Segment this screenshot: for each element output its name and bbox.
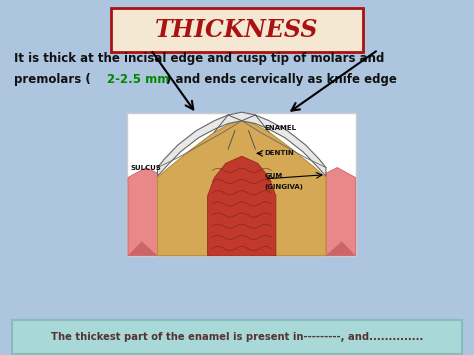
Text: THICKNESS: THICKNESS: [155, 18, 319, 42]
Text: DENTIN: DENTIN: [264, 151, 294, 156]
Polygon shape: [128, 168, 157, 256]
FancyBboxPatch shape: [111, 8, 363, 52]
Polygon shape: [208, 156, 276, 256]
FancyBboxPatch shape: [12, 320, 462, 354]
Polygon shape: [233, 206, 251, 256]
Text: premolars (: premolars (: [14, 73, 91, 86]
Polygon shape: [212, 206, 230, 256]
Text: ENAMEL: ENAMEL: [264, 125, 297, 131]
Text: The thickest part of the enamel is present in---------, and..............: The thickest part of the enamel is prese…: [51, 332, 423, 342]
Text: ) and ends cervically as knife edge: ) and ends cervically as knife edge: [166, 73, 397, 86]
Polygon shape: [326, 168, 356, 256]
Polygon shape: [326, 241, 356, 256]
Polygon shape: [128, 241, 157, 256]
Text: (GINGIVA): (GINGIVA): [264, 185, 303, 190]
Polygon shape: [157, 121, 326, 256]
Polygon shape: [157, 112, 326, 176]
Text: It is thick at the incisal edge and cusp tip of molars and: It is thick at the incisal edge and cusp…: [14, 52, 384, 65]
FancyBboxPatch shape: [127, 113, 356, 256]
Text: GUM: GUM: [264, 173, 283, 179]
Text: SULCUS: SULCUS: [130, 165, 161, 170]
Text: 2-2.5 mm: 2-2.5 mm: [107, 73, 169, 86]
Polygon shape: [253, 206, 271, 256]
